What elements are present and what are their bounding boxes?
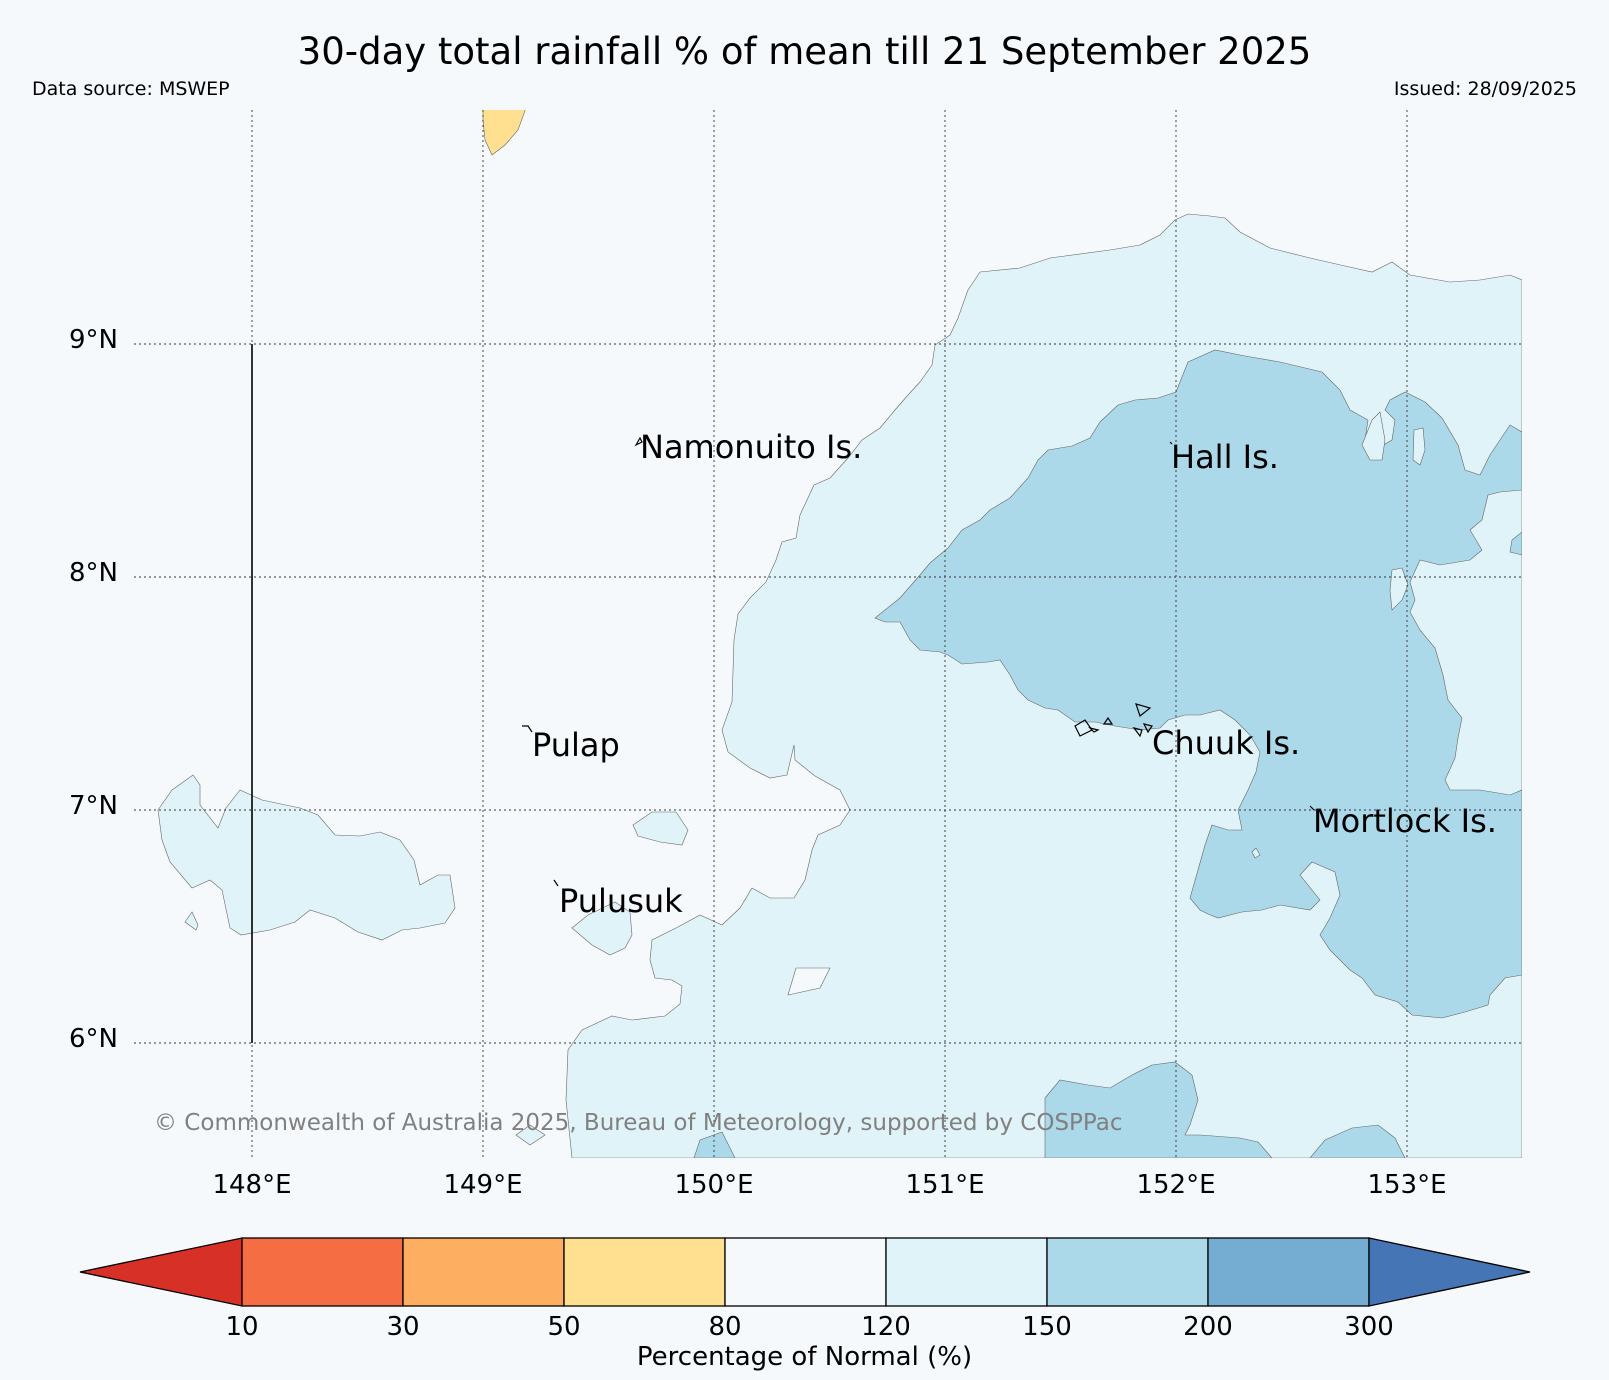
contour-120-150-patch — [632, 811, 689, 846]
colorbar-tick-30: 30 — [386, 1312, 420, 1342]
colorbar-tick-50: 50 — [547, 1312, 581, 1342]
island-outlines — [522, 436, 1315, 887]
colorbar-bin-10-30 — [241, 1237, 404, 1307]
lat-label-6: 6°N — [69, 1024, 118, 1054]
place-label-mortlock: Mortlock Is. — [1313, 802, 1497, 840]
pulusuk-island — [553, 879, 559, 887]
contour-120-150-hole4 — [1251, 847, 1261, 859]
colorbar-bin-150-200 — [1046, 1237, 1209, 1307]
place-label-pulap: Pulap — [532, 726, 620, 764]
contour-50-80 — [482, 110, 526, 156]
colorbar-bin-80-120 — [724, 1237, 887, 1307]
lon-label-150: 150°E — [674, 1170, 754, 1200]
colorbar-extend-high — [1368, 1237, 1531, 1307]
contour-120-150-patch2 — [515, 1124, 546, 1146]
colorbar-tick-300: 300 — [1344, 1312, 1394, 1342]
contour-120-150-pulusuk — [571, 901, 633, 956]
contour-120-150-islet — [184, 911, 199, 931]
copyright-notice: © Commonwealth of Australia 2025, Bureau… — [154, 1110, 1123, 1136]
data-source-label: Data source: MSWEP — [32, 78, 230, 100]
lon-label-149: 149°E — [443, 1170, 523, 1200]
contour-80-120-hole — [787, 967, 831, 996]
lat-label-9: 9°N — [69, 325, 118, 355]
lon-label-152: 152°E — [1136, 1170, 1216, 1200]
chuuk-lagoon-island-5 — [1142, 723, 1153, 734]
pulap-island — [522, 725, 533, 733]
contour-120-150-west — [157, 774, 456, 941]
contour-150-200-south — [1044, 1061, 1273, 1158]
place-label-chuuk: Chuuk Is. — [1152, 724, 1301, 762]
colorbar-tick-10: 10 — [225, 1312, 259, 1342]
contour-150-200-south2 — [1309, 1124, 1406, 1158]
lon-label-148: 148°E — [212, 1170, 292, 1200]
namonuito-island — [634, 436, 643, 447]
lon-label-151: 151°E — [905, 1170, 985, 1200]
colorbar-bin-30-50 — [402, 1237, 565, 1307]
lat-label-8: 8°N — [69, 558, 118, 588]
colorbar-tick-80: 80 — [708, 1312, 742, 1342]
colorbar-extend-low — [79, 1237, 243, 1307]
contour-150-200-main — [874, 349, 1522, 1019]
map-title: 30-day total rainfall % of mean till 21 … — [297, 30, 1312, 73]
lat-label-7: 7°N — [69, 791, 118, 821]
place-label-hall: Hall Is. — [1171, 438, 1279, 476]
colorbar-bin-200-300 — [1207, 1237, 1370, 1307]
hall-island — [1169, 441, 1173, 445]
chuuk-lagoon-island-6 — [1088, 726, 1100, 733]
rainfall-field — [134, 110, 1522, 1158]
colorbar-tick-150: 150 — [1022, 1312, 1072, 1342]
contour-120-150-hole3 — [1389, 567, 1409, 611]
colorbar-tick-200: 200 — [1183, 1312, 1233, 1342]
colorbar-title: Percentage of Normal (%) — [636, 1342, 973, 1372]
issued-date-label: Issued: 28/09/2025 — [1393, 78, 1577, 100]
gridlines — [134, 110, 1522, 1158]
chuuk-lagoon-island-3 — [1102, 716, 1114, 725]
place-label-pulusuk: Pulusuk — [559, 882, 683, 920]
chuuk-lagoon-island-4 — [1132, 727, 1143, 738]
contour-120-150-hole — [1361, 411, 1386, 461]
colorbar-tick-120: 120 — [861, 1312, 911, 1342]
mortlock-island — [1309, 805, 1315, 811]
colorbar — [79, 1237, 1531, 1307]
colorbar-bin-50-80 — [563, 1237, 726, 1307]
colorbar-bin-120-150 — [885, 1237, 1048, 1307]
contour-120-150-hole2 — [1412, 427, 1426, 466]
contour-150-200-east — [1509, 531, 1522, 556]
lon-label-153: 153°E — [1367, 1170, 1447, 1200]
place-label-namonuito: Namonuito Is. — [640, 428, 863, 466]
contour-150-200-south3 — [693, 1131, 736, 1158]
chuuk-lagoon-island-1 — [1135, 703, 1152, 718]
